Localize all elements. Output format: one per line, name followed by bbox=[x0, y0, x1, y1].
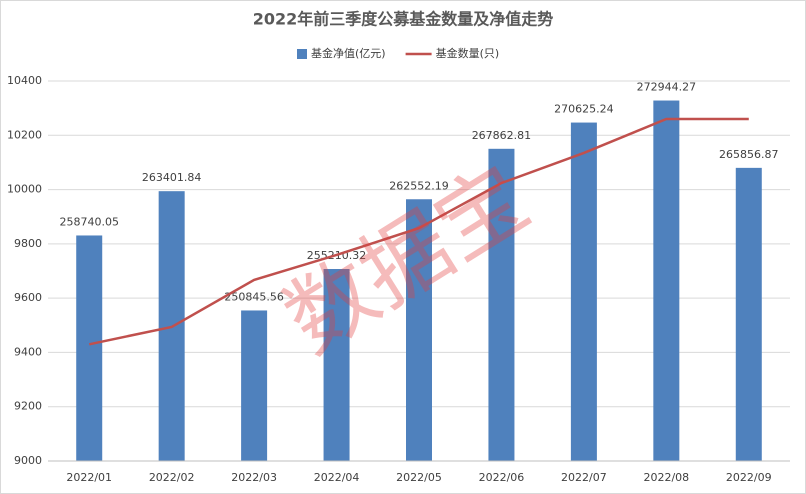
legend-label: 基金净值(亿元) bbox=[311, 46, 386, 60]
line bbox=[88, 117, 749, 346]
y-tick-label: 9600 bbox=[14, 291, 42, 304]
y-tick-label: 9800 bbox=[14, 237, 42, 250]
data-label: 250845.56 bbox=[224, 290, 284, 303]
bar bbox=[406, 199, 432, 461]
bar bbox=[488, 148, 515, 462]
data-label: 270625.24 bbox=[554, 103, 614, 116]
y-tick-label: 10000 bbox=[7, 183, 42, 196]
bar bbox=[735, 167, 762, 461]
data-label: 267862.81 bbox=[472, 129, 532, 142]
x-tick-label: 2022/01 bbox=[66, 471, 112, 484]
legend-swatch bbox=[297, 49, 307, 59]
legend-label: 基金数量(只) bbox=[436, 46, 500, 60]
x-tick-label: 2022/08 bbox=[643, 471, 689, 484]
y-tick-label: 9000 bbox=[14, 454, 42, 467]
x-tick-label: 2022/02 bbox=[149, 471, 195, 484]
x-tick-label: 2022/04 bbox=[314, 471, 360, 484]
y-tick-label: 9200 bbox=[14, 400, 42, 413]
data-label: 265856.87 bbox=[719, 148, 779, 161]
x-tick-label: 2022/07 bbox=[561, 471, 607, 484]
y-tick-label: 10200 bbox=[7, 128, 42, 141]
bar bbox=[241, 310, 268, 461]
x-tick-label: 2022/06 bbox=[479, 471, 525, 484]
bar bbox=[76, 235, 103, 461]
chart-title: 2022年前三季度公募基金数量及净值走势 bbox=[253, 10, 554, 29]
bar bbox=[653, 100, 680, 462]
y-tick-label: 10400 bbox=[7, 74, 42, 87]
y-tick-label: 9400 bbox=[14, 345, 42, 358]
bar bbox=[570, 122, 597, 462]
x-tick-label: 2022/05 bbox=[396, 471, 442, 484]
data-label: 263401.84 bbox=[142, 171, 202, 184]
data-label: 258740.05 bbox=[59, 215, 119, 228]
x-tick-label: 2022/03 bbox=[231, 471, 277, 484]
x-tick-label: 2022/09 bbox=[726, 471, 772, 484]
bar bbox=[323, 269, 350, 461]
data-label: 272944.27 bbox=[637, 81, 697, 94]
data-label: 262552.19 bbox=[389, 179, 449, 192]
